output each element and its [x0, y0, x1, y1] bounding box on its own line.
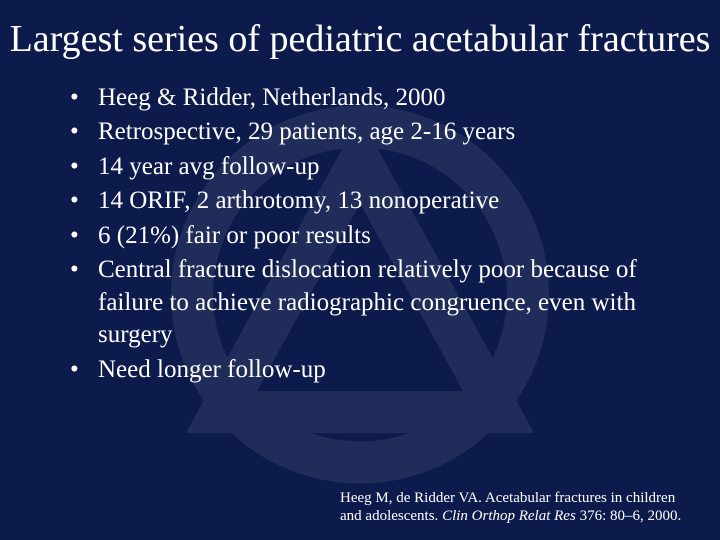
bullet-item: Need longer follow-up — [70, 354, 670, 387]
citation-ref: 376: 80–6, 2000. — [580, 508, 682, 524]
bullet-item: 14 ORIF, 2 arthrotomy, 13 nonoperative — [70, 185, 670, 218]
slide-content: Largest series of pediatric acetabular f… — [0, 0, 720, 540]
slide-title: Largest series of pediatric acetabular f… — [0, 0, 720, 72]
citation-journal: Clin Orthop Relat Res — [442, 508, 576, 524]
bullet-item: Retrospective, 29 patients, age 2-16 yea… — [70, 116, 670, 149]
bullet-item: Heeg & Ridder, Netherlands, 2000 — [70, 82, 670, 115]
bullet-item: 14 year avg follow-up — [70, 151, 670, 184]
bullet-item: 6 (21%) fair or poor results — [70, 220, 670, 253]
bullet-list: Heeg & Ridder, Netherlands, 2000 Retrosp… — [0, 72, 720, 387]
citation-authors: Heeg M, de Ridder VA. — [340, 490, 482, 506]
bullet-item: Central fracture dislocation relatively … — [70, 254, 670, 352]
citation: Heeg M, de Ridder VA. Acetabular fractur… — [340, 489, 700, 527]
